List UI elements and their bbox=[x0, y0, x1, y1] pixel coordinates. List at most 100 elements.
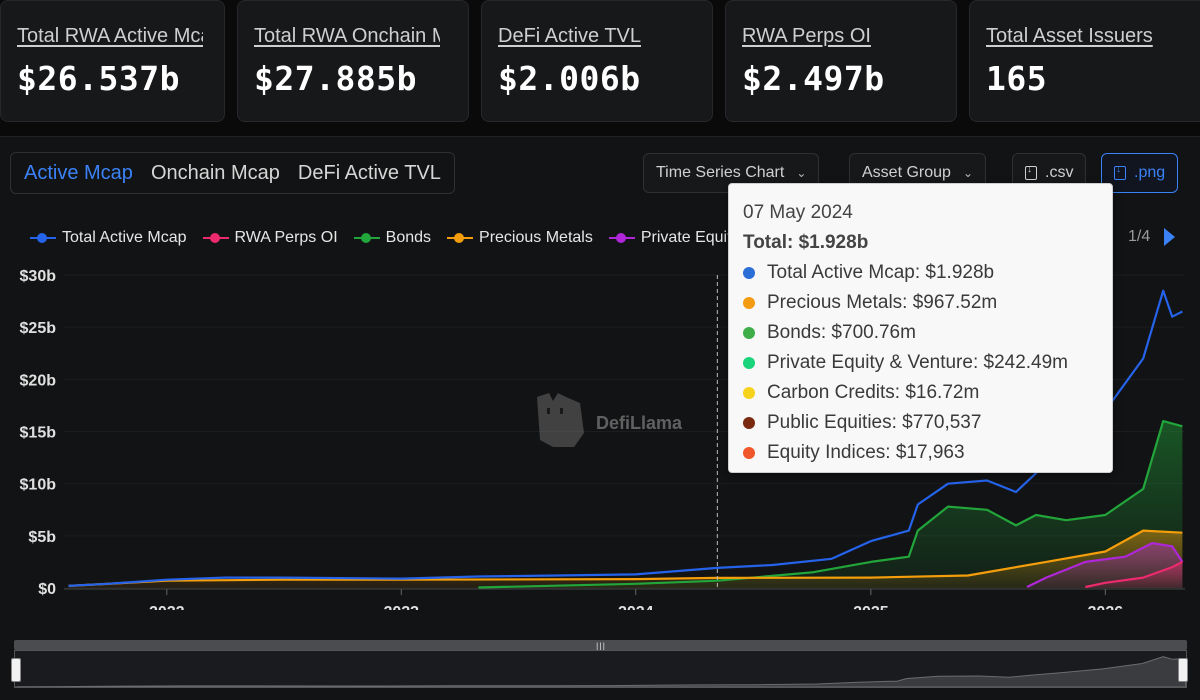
tooltip-row-text: Precious Metals: $967.52m bbox=[767, 292, 998, 313]
series-dot-icon bbox=[743, 387, 755, 399]
tab-active-mcap[interactable]: Active Mcap bbox=[24, 161, 133, 184]
navigator-right-handle[interactable] bbox=[1178, 658, 1188, 682]
stat-value: 165 bbox=[986, 59, 1048, 98]
y-tick-label: $20b bbox=[20, 372, 57, 389]
stat-value: $26.537b bbox=[17, 59, 180, 98]
legend-item-total-active-mcap[interactable]: Total Active Mcap bbox=[30, 229, 187, 247]
stat-card-active-mcap: Total RWA Active Mcap $26.537b bbox=[0, 0, 225, 122]
stat-label[interactable]: RWA Perps OI bbox=[742, 25, 871, 47]
legend-marker bbox=[353, 233, 380, 243]
tooltip-row-text: Equity Indices: $17,963 bbox=[767, 442, 965, 463]
y-tick-label: $30b bbox=[20, 268, 57, 285]
legend-label: Total Active Mcap bbox=[62, 229, 187, 246]
legend-marker bbox=[30, 233, 56, 243]
stat-label[interactable]: Total RWA Onchain Mcap bbox=[254, 25, 440, 47]
series-area-rwa-perps-oi bbox=[1085, 561, 1183, 588]
y-tick-label: $5b bbox=[28, 529, 56, 546]
stat-value: $27.885b bbox=[254, 59, 417, 98]
download-icon bbox=[1114, 164, 1126, 180]
x-tick-label: 2024 bbox=[618, 604, 654, 610]
stat-card-onchain-mcap: Total RWA Onchain Mcap $27.885b bbox=[237, 0, 469, 122]
tab-defi-active-tvl[interactable]: DeFi Active TVL bbox=[297, 161, 441, 184]
watermark-text: DefiLlama bbox=[596, 413, 683, 433]
x-tick-label: 2023 bbox=[383, 604, 419, 610]
series-line-bonds bbox=[478, 420, 1183, 589]
chevron-down-icon: ⌄ bbox=[962, 166, 973, 180]
navigator-window[interactable] bbox=[14, 650, 1187, 688]
tooltip-row-text: Carbon Credits: $16.72m bbox=[767, 382, 980, 403]
download-icon bbox=[1025, 164, 1037, 180]
x-tick-label: 2025 bbox=[853, 604, 889, 610]
tooltip-total: Total: $1.928b bbox=[743, 232, 869, 253]
series-dot-icon bbox=[743, 267, 755, 279]
legend-page-indicator: 1/4 bbox=[1128, 228, 1151, 245]
y-tick-label: $25b bbox=[20, 320, 57, 337]
y-tick-label: $0 bbox=[38, 581, 56, 598]
series-dot-icon bbox=[743, 297, 755, 309]
y-tick-label: $10b bbox=[20, 477, 57, 494]
chevron-down-icon: ⌄ bbox=[796, 166, 807, 180]
stat-label[interactable]: Total RWA Active Mcap bbox=[17, 25, 203, 47]
legend-marker bbox=[608, 233, 635, 243]
stat-card-defi-tvl: DeFi Active TVL $2.006b bbox=[481, 0, 713, 122]
tooltip-rows: Total Active Mcap: $1.928b Precious Metal… bbox=[743, 262, 1098, 464]
asset-group-label: Asset Group bbox=[862, 164, 951, 181]
tooltip-row: Total Active Mcap: $1.928b bbox=[743, 262, 1098, 284]
tooltip-date: 07 May 2024 bbox=[743, 202, 853, 223]
x-tick-label: 2022 bbox=[149, 604, 185, 610]
legend-marker bbox=[202, 233, 229, 243]
chart-tooltip: 07 May 2024 Total: $1.928b Total Active … bbox=[728, 183, 1113, 473]
stats-bar: Total RWA Active Mcap $26.537b Total RWA… bbox=[0, 0, 1200, 125]
stat-label[interactable]: DeFi Active TVL bbox=[498, 25, 642, 47]
series-dot-icon bbox=[743, 417, 755, 429]
png-download-button[interactable]: .png bbox=[1101, 153, 1179, 193]
legend-item-bonds[interactable]: Bonds bbox=[353, 229, 432, 247]
csv-label: .csv bbox=[1045, 164, 1074, 181]
navigator-left-handle[interactable] bbox=[11, 658, 21, 682]
y-axis: $0 $5b $10b $15b $20b $25b $30b bbox=[20, 268, 57, 598]
stat-label[interactable]: Total Asset Issuers bbox=[986, 25, 1153, 47]
metric-tabs: Active Mcap Onchain Mcap DeFi Active TVL bbox=[10, 152, 455, 194]
series-line-rwa-perps-oi bbox=[1085, 560, 1183, 589]
tooltip-row: Public Equities: $770,537 bbox=[743, 412, 1098, 434]
legend-label: RWA Perps OI bbox=[234, 229, 338, 246]
range-navigator[interactable]: ||| bbox=[11, 640, 1188, 688]
stat-value: $2.006b bbox=[498, 59, 641, 98]
tooltip-row: Bonds: $700.76m bbox=[743, 322, 1098, 344]
llama-logo-icon bbox=[537, 393, 584, 447]
tooltip-row: Precious Metals: $967.52m bbox=[743, 292, 1098, 314]
tooltip-row-text: Bonds: $700.76m bbox=[767, 322, 916, 343]
tooltip-row-text: Public Equities: $770,537 bbox=[767, 412, 982, 433]
tooltip-row: Carbon Credits: $16.72m bbox=[743, 382, 1098, 404]
series-line-precious-metals bbox=[68, 529, 1183, 587]
series-dot-icon bbox=[743, 327, 755, 339]
stat-card-asset-issuers: Total Asset Issuers 165 bbox=[969, 0, 1200, 122]
series-dot-icon bbox=[743, 357, 755, 369]
legend-label: Bonds bbox=[385, 229, 432, 246]
legend-item-precious-metals[interactable]: Precious Metals bbox=[447, 229, 593, 247]
tooltip-row-text: Total Active Mcap: $1.928b bbox=[767, 262, 995, 283]
series-area-bonds bbox=[478, 421, 1183, 588]
series-line-private-equity-venture bbox=[1026, 542, 1184, 588]
x-axis: 2022 2023 2024 2025 2026 bbox=[64, 588, 1185, 610]
y-tick-label: $15b bbox=[20, 425, 57, 442]
tab-onchain-mcap[interactable]: Onchain Mcap bbox=[150, 161, 280, 184]
legend-label: Precious Metals bbox=[479, 229, 593, 246]
series-dot-icon bbox=[743, 447, 755, 459]
navigator-preview bbox=[14, 656, 1187, 688]
navigator-scrollbar[interactable]: ||| bbox=[14, 640, 1187, 651]
tooltip-row-text: Private Equity & Venture: $242.49m bbox=[767, 352, 1069, 373]
time-series-label: Time Series Chart bbox=[656, 164, 785, 181]
x-tick-label: 2026 bbox=[1088, 604, 1124, 610]
next-page-icon[interactable] bbox=[1164, 228, 1176, 246]
stat-value: $2.497b bbox=[742, 59, 885, 98]
tooltip-row: Private Equity & Venture: $242.49m bbox=[743, 352, 1098, 374]
stat-card-perps-oi: RWA Perps OI $2.497b bbox=[725, 0, 957, 122]
tooltip-row: Equity Indices: $17,963 bbox=[743, 442, 1098, 464]
defillama-watermark: DefiLlama bbox=[537, 393, 683, 447]
legend-marker bbox=[447, 233, 474, 243]
chart-legend: Total Active Mcap RWA Perps OI Bonds Pre… bbox=[30, 226, 830, 250]
legend-item-rwa-perps-oi[interactable]: RWA Perps OI bbox=[202, 229, 338, 247]
png-label: .png bbox=[1134, 164, 1166, 181]
grip-icon: ||| bbox=[596, 641, 607, 651]
